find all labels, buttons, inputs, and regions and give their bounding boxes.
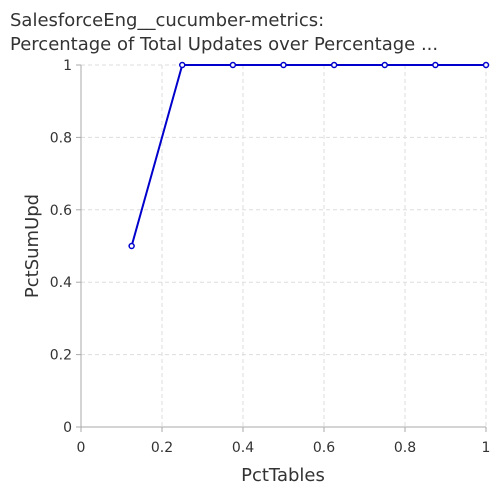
data-point bbox=[179, 61, 186, 69]
y-tick-label: 0.8 bbox=[50, 130, 72, 146]
data-point bbox=[381, 61, 388, 69]
y-tick-label: 0.6 bbox=[50, 203, 72, 219]
y-tick-label: 0 bbox=[63, 420, 72, 436]
y-tick-label: 1 bbox=[63, 58, 72, 74]
data-point bbox=[229, 61, 237, 69]
axes bbox=[80, 65, 486, 428]
data-point bbox=[482, 61, 490, 69]
x-tick-label: 0.2 bbox=[151, 440, 173, 456]
y-axis-label: PctSumUpd bbox=[22, 194, 43, 298]
x-tick-label: 0 bbox=[77, 440, 86, 456]
y-tick-label: 0.4 bbox=[50, 275, 72, 291]
x-axis-label: PctTables bbox=[241, 465, 325, 486]
y-tick-label: 0.2 bbox=[50, 348, 72, 364]
x-tick-label: 0.4 bbox=[232, 440, 254, 456]
x-tick-label: 0.8 bbox=[394, 440, 416, 456]
chart-title-line-2: Percentage of Total Updates over Percent… bbox=[10, 34, 438, 55]
chart-title-line-1: SalesforceEng__cucumber-metrics: bbox=[10, 10, 324, 31]
data-point bbox=[128, 242, 135, 250]
chart-title: SalesforceEng__cucumber-metrics: Percent… bbox=[10, 10, 438, 55]
data-point bbox=[432, 61, 439, 69]
data-series bbox=[128, 61, 490, 250]
x-tick-label: 1 bbox=[482, 440, 491, 456]
grid-lines bbox=[81, 64, 487, 427]
x-tick-label: 0.6 bbox=[313, 440, 335, 456]
tick-labels: 0 0.2 0.4 0.6 0.8 1 0 0.2 0.4 0.6 0.8 1 bbox=[50, 58, 491, 456]
data-point bbox=[280, 61, 287, 69]
series-line bbox=[130, 64, 486, 247]
data-point bbox=[330, 61, 338, 69]
